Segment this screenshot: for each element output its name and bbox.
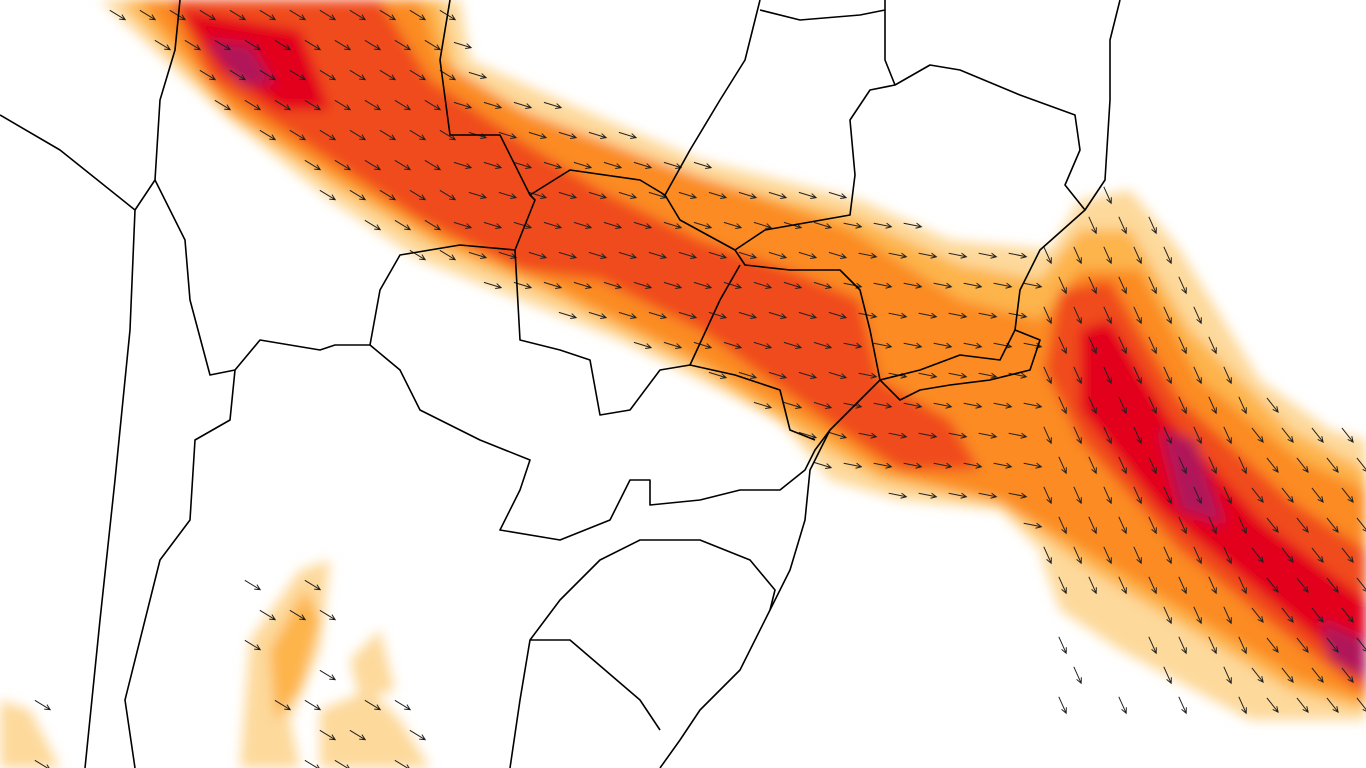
- wind-arrow: [1059, 637, 1067, 653]
- wind-shading: [0, 0, 1366, 768]
- wind-arrow: [1059, 697, 1067, 713]
- wind-arrow: [35, 700, 50, 709]
- wind-arrow: [305, 760, 320, 768]
- border: [760, 0, 895, 85]
- border: [0, 115, 135, 768]
- wind-arrow: [1074, 667, 1082, 683]
- wind-arrow: [305, 700, 320, 709]
- wind-map: [0, 0, 1366, 768]
- border: [125, 370, 235, 768]
- page: (() => { const data = JSON.parse(documen…: [0, 0, 1366, 768]
- wind-arrow: [410, 730, 425, 739]
- border: [510, 540, 775, 768]
- wind-arrow: [1119, 697, 1127, 713]
- wind-arrow: [320, 670, 335, 679]
- wind-arrow: [395, 700, 410, 709]
- wind-arrow: [245, 580, 260, 589]
- band-light-s: [320, 690, 430, 768]
- wind-arrow: [1179, 697, 1187, 713]
- band-light-blob: [350, 630, 395, 700]
